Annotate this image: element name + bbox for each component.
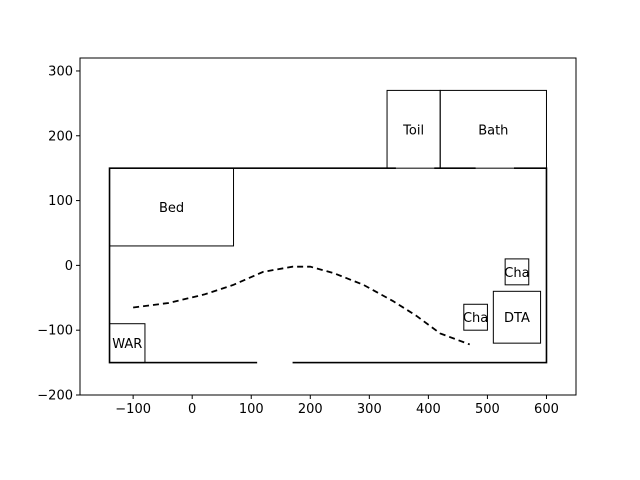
axes-frame <box>79 57 577 396</box>
chair-1-label: Cha <box>463 311 488 326</box>
wardrobe-box <box>109 323 146 364</box>
dta-label: DTA <box>504 311 530 326</box>
rooms-group: Toil Bath Bed WAR Cha DTA Cha <box>109 89 547 364</box>
chair-1-box <box>463 303 488 331</box>
y-axis: −200 −100 0 100 200 300 <box>37 64 80 404</box>
chair-2-box <box>504 258 530 286</box>
x-tick-label: 600 <box>534 402 559 417</box>
y-tick-label: 200 <box>48 129 73 144</box>
x-tick-label: 300 <box>357 402 382 417</box>
path-group <box>133 265 471 346</box>
bed-box <box>109 167 235 247</box>
x-tick-label: 400 <box>416 402 441 417</box>
wardrobe-label: WAR <box>112 337 142 352</box>
y-tick-label: −200 <box>37 389 73 404</box>
dta-box <box>492 290 542 344</box>
y-tick-label: 300 <box>48 64 73 79</box>
x-axis: −100 0 100 200 300 400 500 600 <box>115 395 559 417</box>
x-tick-label: 0 <box>188 402 196 417</box>
toilet-label: Toil <box>402 123 424 138</box>
y-tick-label: 100 <box>48 194 73 209</box>
bath-label: Bath <box>478 123 508 138</box>
chair-2-label: Cha <box>504 266 529 281</box>
x-tick-label: −100 <box>115 402 151 417</box>
x-tick-label: 200 <box>298 402 323 417</box>
trajectory-path <box>133 265 471 346</box>
y-tick-label: 0 <box>65 259 73 274</box>
y-tick-label: −100 <box>37 324 73 339</box>
room-boundary-group <box>108 166 548 365</box>
bed-label: Bed <box>159 201 184 216</box>
bath-box <box>439 89 547 169</box>
room-boundary <box>108 167 548 364</box>
x-tick-label: 500 <box>475 402 500 417</box>
x-tick-label: 100 <box>239 402 264 417</box>
